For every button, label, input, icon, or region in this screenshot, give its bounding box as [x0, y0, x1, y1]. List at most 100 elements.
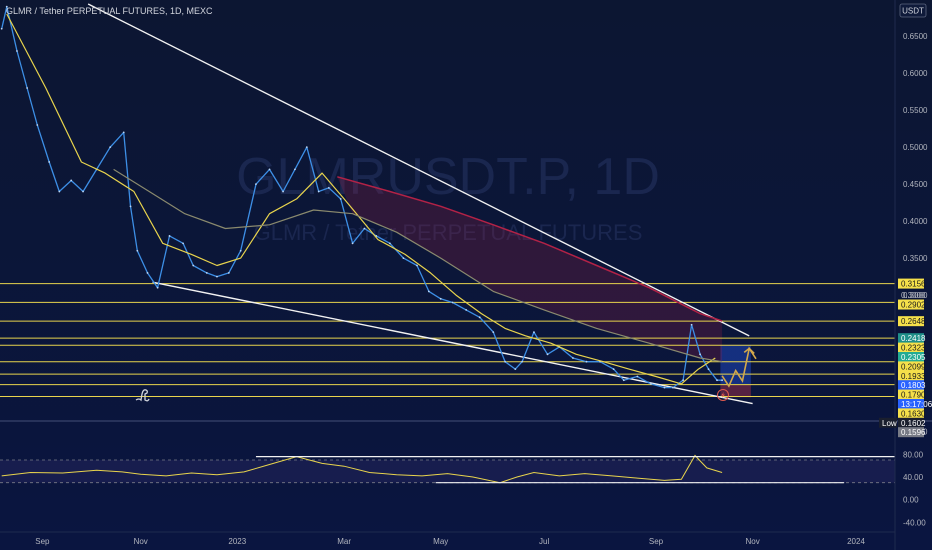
price-point: [305, 146, 308, 149]
price-point: [294, 168, 296, 171]
price-point: [227, 272, 230, 274]
price-label-box: [898, 316, 924, 327]
price-point: [5, 5, 8, 8]
price-point: [146, 272, 149, 274]
rsi-line[interactable]: [1, 454, 723, 484]
price-point: [572, 357, 574, 359]
price-point: [699, 353, 701, 356]
low-tag-text: Low: [882, 419, 897, 428]
price-point: [122, 131, 125, 134]
event-icon[interactable]: [717, 389, 729, 401]
price-tick-label: 0.5500: [903, 106, 928, 115]
price-label-text: 0.2099: [901, 362, 926, 371]
price-label-box: [898, 417, 924, 428]
price-point: [16, 50, 18, 52]
price-point: [48, 161, 51, 163]
price-point: [268, 168, 271, 171]
price-tick-label: 0.4000: [903, 217, 928, 226]
price-label-box: [898, 342, 924, 353]
price-point: [451, 301, 454, 304]
price-point: [465, 309, 468, 311]
price-label-box: [898, 370, 924, 381]
price-point: [521, 360, 523, 363]
price-point: [317, 190, 320, 193]
time-axis[interactable]: Sep Nov 2023 Mar May Jul Sep Nov 2024: [35, 537, 865, 546]
price-label-text: 0.2418: [901, 334, 926, 343]
price-point: [690, 323, 693, 326]
rsi-tick-label: 80.00: [903, 450, 924, 459]
price-point: [612, 368, 615, 371]
price-point: [58, 190, 61, 193]
price-label-box: [898, 299, 924, 310]
price-point: [546, 353, 549, 356]
price-label-box: [898, 427, 924, 438]
price-point: [156, 286, 159, 289]
price-label-box: [898, 333, 924, 344]
watermark-description: GLMR / Tether PERPETUAL FUTURES: [254, 220, 643, 245]
price-point: [82, 190, 84, 193]
price-point: [36, 124, 39, 126]
price-tick-label: 0.3000: [903, 291, 928, 300]
projection-arrowhead: [743, 347, 755, 354]
price-label-text: 0.1596: [901, 428, 926, 437]
price-point: [109, 146, 112, 149]
price-label-box: [898, 361, 924, 372]
price-label-text: 0.2648: [901, 317, 926, 326]
price-point: [0, 27, 3, 30]
price-point: [504, 360, 507, 363]
price-label-box: [898, 380, 924, 391]
price-point: [416, 264, 418, 267]
time-tick-label: May: [433, 537, 448, 546]
price-point: [716, 379, 718, 382]
price-label-text: 0.2902: [901, 301, 926, 310]
series-line-ma_fast[interactable]: [6, 13, 716, 385]
price-label-box: [898, 398, 924, 409]
rsi-tick-label: 0.00: [903, 496, 919, 505]
wedge-trendline[interactable]: [152, 281, 753, 405]
price-label-text: 0.2323: [901, 344, 926, 353]
price-label-text: 0.3156: [901, 280, 926, 289]
currency-badge[interactable]: [899, 3, 927, 18]
wedge-trendline[interactable]: [87, 3, 750, 337]
price-label-text: 0.1602: [901, 419, 926, 428]
price-point: [216, 275, 218, 278]
time-tick-label: 2023: [228, 537, 246, 546]
rsi-tick-label: 40.00: [903, 473, 924, 482]
price-point: [663, 386, 666, 389]
time-tick-label: 2024: [847, 537, 865, 546]
series-line-ma_slow[interactable]: [113, 168, 723, 363]
price-pane[interactable]: [0, 3, 895, 405]
price-point: [439, 297, 442, 300]
rsi-tick-label: -40.00: [903, 518, 926, 527]
time-tick-label: Sep: [35, 537, 50, 546]
price-label-text: 0.1803: [901, 381, 926, 390]
price-point: [192, 264, 195, 267]
long-position-stop-zone[interactable]: [720, 384, 751, 398]
rsi-pane[interactable]: [0, 454, 895, 484]
time-tick-label: Jul: [539, 537, 549, 546]
price-label-text: 0.1933: [901, 372, 926, 381]
price-point: [136, 249, 139, 252]
price-point: [129, 205, 132, 208]
series-line-price[interactable]: [1, 5, 723, 389]
price-axis[interactable]: 0.6500 0.6000 0.5500 0.5000 0.4500 0.4000 0.35…: [903, 32, 928, 300]
price-point: [650, 383, 652, 385]
price-point: [168, 235, 171, 237]
price-point: [478, 316, 481, 319]
price-point: [533, 331, 535, 334]
price-point: [327, 186, 330, 189]
time-tick-label: Nov: [745, 537, 759, 546]
price-point: [427, 290, 430, 293]
price-label-text: 0.1790: [901, 391, 926, 400]
price-tick-label: 0.6000: [903, 69, 928, 78]
price-label-text: 0.2305: [901, 353, 926, 362]
price-point: [514, 368, 517, 371]
rsi-band: [0, 460, 895, 483]
price-point: [339, 198, 342, 200]
series-line-ma_long[interactable]: [337, 176, 723, 322]
price-point: [363, 227, 366, 230]
price-label-box: [898, 351, 924, 362]
